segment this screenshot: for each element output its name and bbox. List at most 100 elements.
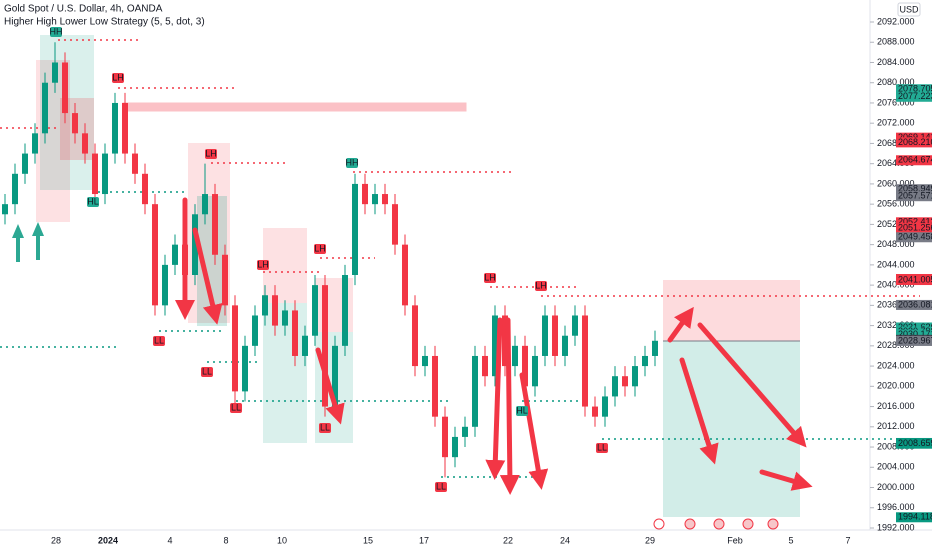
y-tick-label: 2072.000 (877, 118, 915, 128)
candle-body (162, 264, 168, 306)
indicator-name: Higher High Lower Low Strategy (5, 5, do… (4, 17, 205, 28)
y-tick-label: 2040.000 (877, 279, 915, 289)
price-tag (896, 512, 932, 523)
pivot-label: LH (314, 243, 326, 253)
pivot-badge (596, 443, 608, 453)
pivot-label: HL (516, 405, 528, 415)
x-tick-label: 10 (277, 535, 287, 545)
y-tick-label: 2056.000 (877, 199, 915, 209)
candle-body (102, 153, 108, 195)
candle-body (492, 315, 498, 377)
candle-body (422, 355, 428, 367)
candle-body (642, 355, 648, 367)
currency[interactable]: USD (899, 4, 919, 14)
candle-body (12, 173, 18, 205)
pivot-badge (314, 244, 326, 254)
price-tag (896, 184, 932, 195)
candle-body (442, 416, 448, 458)
x-tick-label: 22 (503, 535, 513, 545)
price-tag-label: 2049.458 (898, 232, 932, 242)
pivot-label: HH (346, 157, 359, 167)
candle-body (222, 254, 228, 306)
pivot-badge (230, 403, 242, 413)
price-tag-label: 2028.967 (898, 335, 932, 345)
price-tag-label: 2057.571 (898, 191, 932, 201)
pivot-badge (257, 260, 269, 270)
candle-body (382, 194, 388, 205)
x-tick-label: 8 (223, 535, 228, 545)
candle-body (322, 285, 328, 407)
candle-body (52, 62, 58, 83)
y-tick-label: 2052.000 (877, 219, 915, 229)
annotations: HH LH HL LH LL LL LH LH HH LL LL LH LH HL LL LL (50, 26, 608, 492)
price-tag-label: 2051.256 (898, 223, 932, 233)
price-tag (896, 232, 932, 243)
price-tag (896, 438, 932, 449)
pivot-badge (346, 158, 358, 168)
x-tick-label: 5 (788, 535, 793, 545)
pivot-label: LH (205, 148, 217, 158)
candle-body (502, 315, 508, 367)
pivot-label: LL (231, 402, 241, 412)
pivot-badge (153, 336, 165, 346)
pivot-label: LL (202, 366, 212, 376)
y-tick-label: 2036.000 (877, 300, 915, 310)
y-tick-label: 2088.000 (877, 37, 915, 47)
candle-body (452, 436, 458, 458)
candle-body (302, 335, 308, 356)
candle-body (362, 183, 368, 205)
arrows (175, 197, 813, 495)
y-tick-label: 2092.000 (877, 16, 915, 26)
candle-body (372, 194, 378, 205)
currency-box[interactable] (897, 2, 921, 17)
candle-body (602, 396, 608, 417)
price-tag-label: 2069.141 (898, 132, 932, 142)
candle-body (412, 305, 418, 367)
price-tag-label: 2036.081 (898, 299, 932, 309)
x-tick-label: 29 (645, 535, 655, 545)
price-tag (896, 217, 932, 228)
pivot-label: LL (436, 481, 446, 491)
price-axis: 1992.000 1996.000 2000.000 2004.000 2008.000… (870, 16, 932, 532)
pivot-label: LH (535, 280, 547, 290)
candle-body (172, 244, 178, 265)
x-tick-label: 28 (51, 535, 61, 545)
candle-body (622, 376, 628, 387)
y-tick-label: 2084.000 (877, 57, 915, 67)
candle-body (92, 153, 98, 195)
candle-body (552, 315, 558, 356)
candle-body (562, 335, 568, 356)
pivot-label: LL (154, 335, 164, 345)
y-tick-label: 2020.000 (877, 381, 915, 391)
price-tag (896, 335, 932, 346)
y-tick-label: 2064.000 (877, 158, 915, 168)
price-tag-label: 1994.118 (898, 512, 932, 522)
candle-body (482, 355, 488, 377)
y-tick-label: 2004.000 (877, 462, 915, 472)
pivot-label: LH (112, 72, 124, 82)
pivot-badge (201, 367, 213, 377)
pivot-badge (112, 73, 124, 83)
candle-body (232, 305, 238, 392)
price-tag-label: 2068.210 (898, 137, 932, 147)
price-tag (896, 84, 932, 95)
price-tag (896, 191, 932, 202)
candle-body (32, 133, 38, 154)
candle-body (402, 244, 408, 306)
price-tag-label: 2077.223 (898, 91, 932, 101)
candle-body (82, 133, 88, 154)
event-icons (653, 518, 779, 530)
candle-body (572, 315, 578, 336)
candle-body (62, 62, 68, 114)
candle-body (312, 285, 318, 336)
y-tick-label: 2048.000 (877, 239, 915, 249)
pivot-badge (435, 482, 447, 492)
candle-body (212, 194, 218, 255)
x-tick-label: 15 (363, 535, 373, 545)
candle-body (292, 310, 298, 356)
drawings (0, 35, 920, 517)
candle-body (202, 194, 208, 215)
candle-body (152, 204, 158, 306)
candle-body (472, 355, 478, 427)
candle-body (462, 426, 468, 437)
